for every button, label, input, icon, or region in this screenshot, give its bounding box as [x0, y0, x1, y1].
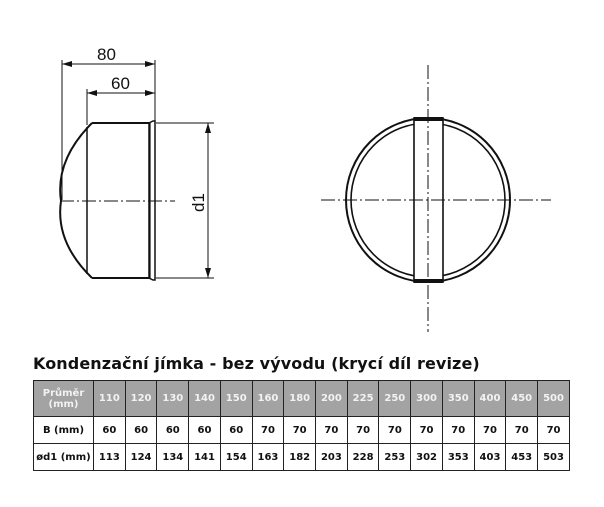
- technical-drawing: 80 60 d1: [59, 45, 551, 332]
- table-row: B (mm) 60 60 60 60 60 70 70 70 70 70 70 70 70 70 70: [33, 416, 570, 444]
- table-cell: 60: [124, 416, 158, 444]
- table-row: ød1 (mm) 113 124 134 141 154 163 182 203 228 253 30…: [33, 443, 570, 471]
- table-cell: 203: [315, 443, 348, 471]
- flange: [148, 120, 156, 281]
- front-view: [321, 65, 551, 332]
- table-cell: 154: [219, 443, 253, 471]
- table-cell: 453: [505, 443, 539, 471]
- dimensions-table: Průměr (mm) 110 120 130 140 150 160 180 200 225 25…: [33, 380, 570, 471]
- table-title: Kondenzační jímka - bez vývodu (krycí dí…: [33, 354, 480, 373]
- table-cell: 134: [156, 443, 190, 471]
- table-cell: 70: [346, 416, 380, 444]
- header-diameter: 200: [315, 380, 348, 417]
- row-label: B (mm): [33, 416, 94, 444]
- header-diameter: 225: [346, 380, 380, 417]
- table-cell: 70: [283, 416, 317, 444]
- header-diameter: 500: [537, 380, 570, 417]
- table-cell: 60: [219, 416, 253, 444]
- table-cell: 253: [378, 443, 412, 471]
- header-diameter: 250: [378, 380, 412, 417]
- table-cell: 70: [378, 416, 412, 444]
- table-cell: 182: [283, 443, 317, 471]
- header-diameter: 350: [441, 380, 475, 417]
- table-cell: 70: [473, 416, 507, 444]
- header-diameter: 150: [219, 380, 253, 417]
- table-cell: 353: [441, 443, 475, 471]
- row-label: ød1 (mm): [33, 443, 94, 471]
- header-diameter: 450: [505, 380, 539, 417]
- header-diameter: 110: [93, 380, 126, 417]
- table-cell: 302: [410, 443, 443, 471]
- dim-80-label: 80: [97, 45, 116, 64]
- table-cell: 113: [93, 443, 126, 471]
- table-cell: 70: [410, 416, 443, 444]
- header-row: Průměr (mm) 110 120 130 140 150 160 180 200 225 25…: [33, 380, 570, 417]
- table-cell: 60: [93, 416, 126, 444]
- side-view: [59, 60, 214, 281]
- table-cell: 163: [251, 443, 285, 471]
- table-cell: 141: [188, 443, 221, 471]
- dim-60-label: 60: [111, 74, 130, 93]
- header-diameter: 140: [188, 380, 221, 417]
- table-cell: 60: [156, 416, 190, 444]
- header-label: Průměr (mm): [33, 380, 94, 417]
- table-cell: 70: [537, 416, 570, 444]
- table-cell: 403: [473, 443, 507, 471]
- table-cell: 70: [251, 416, 285, 444]
- table-cell: 60: [188, 416, 221, 444]
- header-diameter: 180: [283, 380, 317, 417]
- table-cell: 70: [441, 416, 475, 444]
- header-diameter: 130: [156, 380, 190, 417]
- header-diameter: 300: [410, 380, 443, 417]
- table-cell: 70: [505, 416, 539, 444]
- table-cell: 124: [124, 443, 158, 471]
- header-diameter: 120: [124, 380, 158, 417]
- header-diameter: 160: [251, 380, 285, 417]
- table-cell: 503: [537, 443, 570, 471]
- table-cell: 70: [315, 416, 348, 444]
- header-diameter: 400: [473, 380, 507, 417]
- table-cell: 228: [346, 443, 380, 471]
- dim-d1-label: d1: [189, 193, 208, 212]
